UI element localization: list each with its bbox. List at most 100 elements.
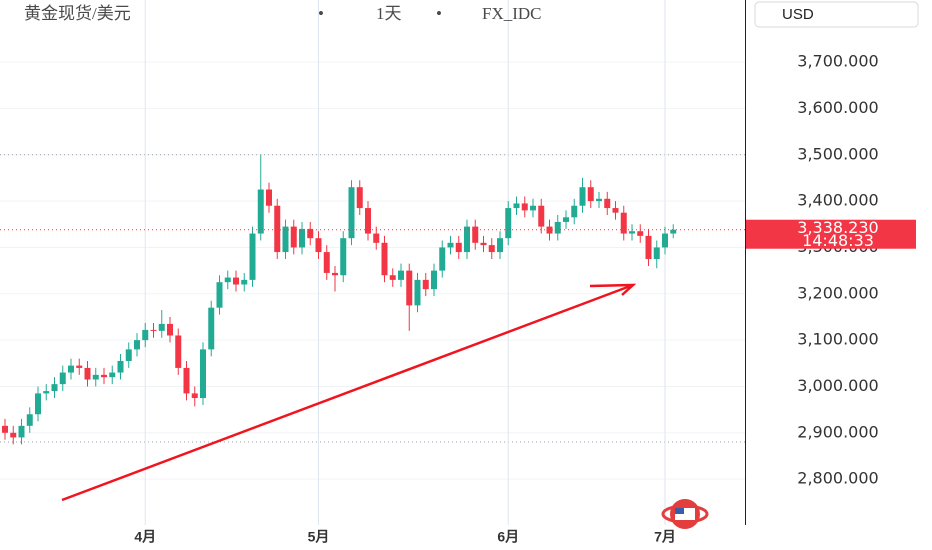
candle-body: [645, 235, 652, 260]
candle-body: [414, 279, 421, 306]
candle-body: [620, 212, 627, 234]
logo: [661, 499, 709, 529]
candle-body: [35, 393, 41, 415]
candle-body: [224, 277, 231, 283]
countdown: 14:48:33: [802, 231, 874, 250]
candle-body: [472, 226, 479, 243]
candle-body: [455, 242, 462, 253]
candle-body: [167, 323, 173, 336]
candle-body: [200, 349, 206, 399]
candle-body: [125, 349, 132, 361]
candle-body: [191, 393, 198, 399]
candle-body: [398, 270, 404, 280]
candle-body: [208, 307, 215, 350]
candle-body: [365, 208, 371, 234]
candle-body: [101, 374, 107, 378]
candle-body: [241, 279, 248, 285]
candle-body: [563, 217, 569, 222]
candle-body: [299, 228, 305, 248]
candle-body: [373, 233, 380, 243]
y-tick-label: 3,100.000: [797, 330, 878, 349]
candle-body: [521, 203, 528, 211]
candle-body: [134, 340, 140, 350]
candle-body: [340, 238, 347, 276]
candle-body: [488, 245, 495, 253]
candle-body: [43, 391, 50, 394]
trend-arrow-head: [589, 283, 637, 296]
candle-body: [653, 247, 660, 260]
candle-body: [307, 228, 314, 239]
y-tick-label: 3,500.000: [797, 144, 878, 163]
candle-body: [18, 425, 25, 438]
candle-body: [546, 226, 553, 234]
candle-body: [158, 323, 165, 331]
last-price-label: 3,338.230: [797, 218, 878, 237]
candle-body: [233, 277, 239, 285]
chart-title: 黄金现货/美元: [24, 4, 131, 23]
candle-body: [530, 205, 536, 211]
y-tick-label: 3,200.000: [797, 283, 878, 302]
candle-body: [662, 233, 668, 248]
candle-body: [183, 367, 190, 394]
y-tick-label: 2,800.000: [797, 469, 878, 488]
candle-body: [274, 205, 281, 253]
candle-body: [587, 187, 594, 202]
candle-body: [604, 198, 611, 209]
candle-body: [10, 432, 17, 438]
interval: 1天: [376, 4, 402, 23]
candle-body: [579, 187, 586, 206]
candle-body: [175, 335, 182, 368]
candle-body: [332, 272, 338, 276]
candle-body: [290, 226, 297, 248]
candle-body: [249, 233, 256, 280]
candle-body: [637, 231, 644, 236]
candle-body: [670, 229, 677, 234]
currency-box[interactable]: [754, 1, 919, 28]
candle-body: [422, 279, 429, 290]
y-tick-label: 3,700.000: [797, 52, 878, 71]
candle-body: [84, 367, 91, 380]
candle-body: [439, 247, 446, 271]
last-price-tag: [746, 219, 916, 249]
separator: •: [436, 4, 442, 23]
candle-body: [406, 270, 413, 306]
candle-body: [356, 187, 363, 209]
source: FX_IDC: [482, 4, 542, 23]
y-tick-label: 2,900.000: [797, 422, 878, 441]
candle-body: [505, 208, 512, 239]
candle-body: [315, 238, 322, 253]
x-tick-label: 6月: [497, 529, 519, 545]
candle-body: [596, 198, 602, 202]
candle-body: [612, 208, 619, 213]
candle-body: [142, 329, 149, 341]
candle-body: [282, 226, 289, 253]
currency: USD: [782, 6, 814, 23]
candle-body: [2, 425, 8, 433]
candle-body: [513, 203, 520, 209]
y-tick-label: 3,400.000: [797, 191, 878, 210]
candle-body: [348, 187, 355, 239]
candle-body: [497, 238, 503, 253]
y-tick-label: 3,600.000: [797, 98, 878, 117]
separator: •: [318, 4, 324, 23]
trend-arrow: [61, 283, 634, 502]
candle-body: [323, 252, 330, 273]
candle-body: [150, 329, 157, 331]
candle-body: [431, 270, 437, 290]
candle-body: [76, 365, 83, 368]
candle-body: [554, 221, 561, 234]
x-tick-label: 5月: [308, 529, 330, 545]
candle-body: [389, 275, 396, 280]
candle-body: [92, 374, 99, 380]
candle-body: [257, 189, 264, 234]
candle-body: [51, 384, 58, 392]
candle-body: [216, 282, 223, 308]
candle-body: [266, 189, 272, 206]
candle-body: [59, 372, 66, 385]
candle-body: [571, 205, 578, 218]
candle-body: [447, 242, 454, 248]
candle-body: [381, 242, 388, 276]
candle-body: [109, 372, 116, 378]
candle-body: [629, 231, 635, 234]
x-tick-label: 7月: [654, 529, 676, 545]
